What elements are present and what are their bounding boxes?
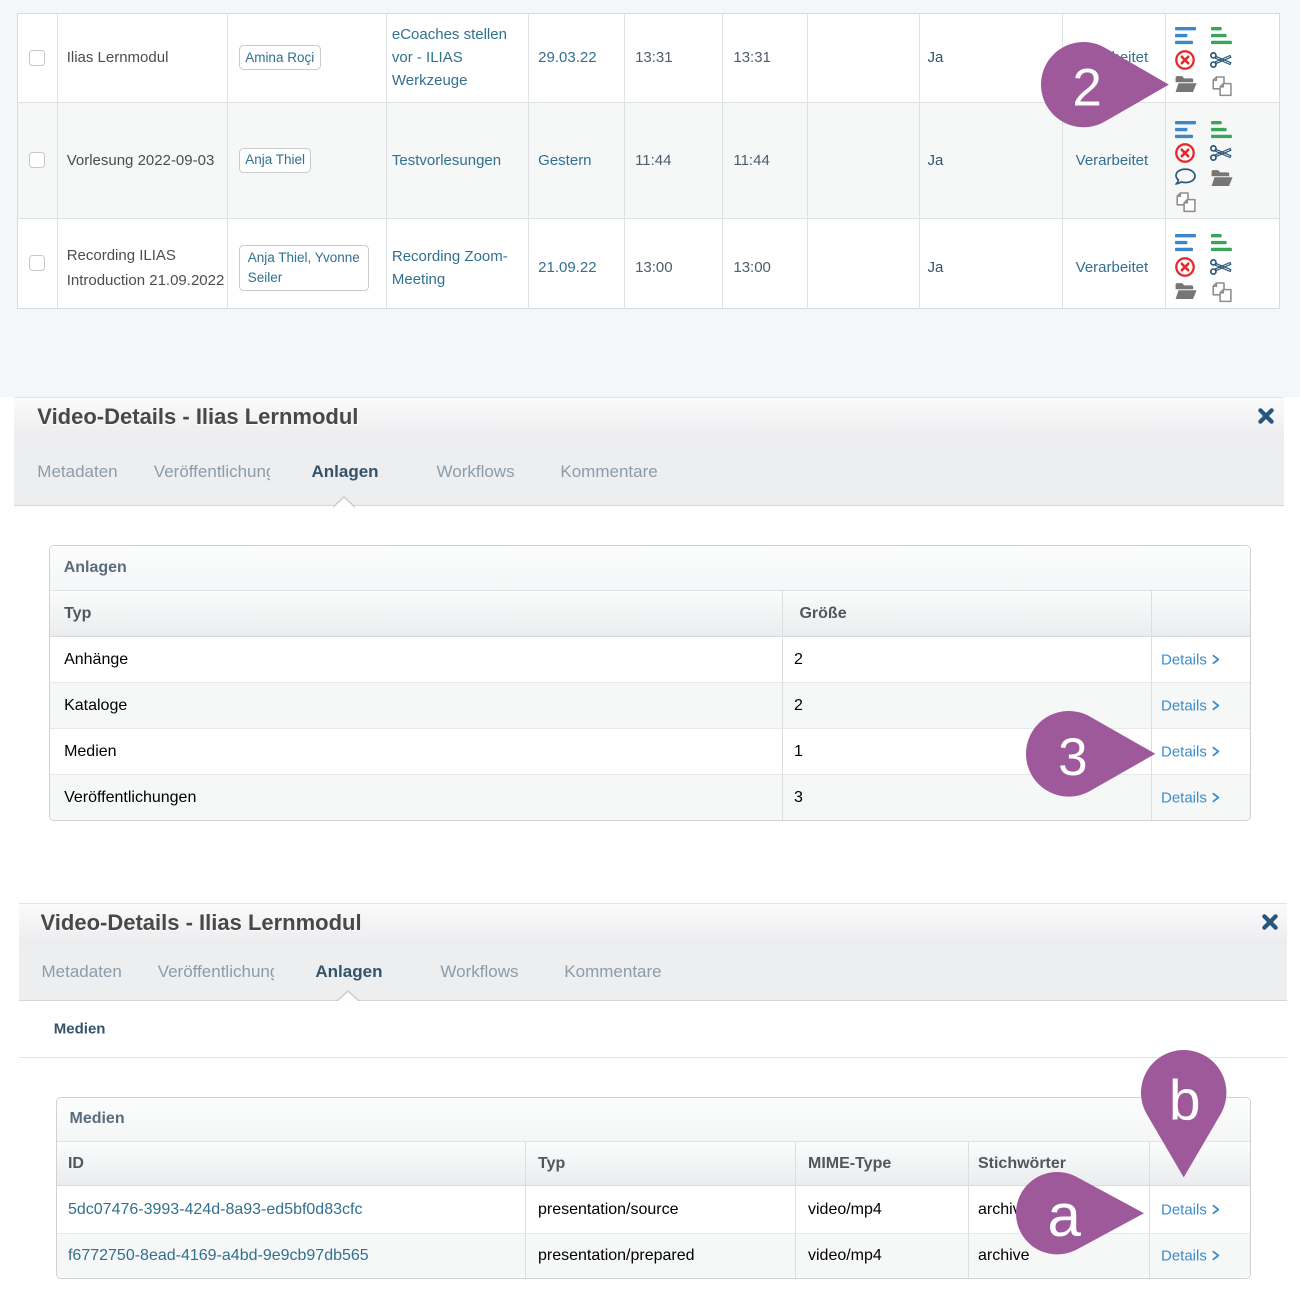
svg-text:a: a bbox=[1048, 1182, 1082, 1249]
svg-text:3: 3 bbox=[1058, 728, 1087, 787]
svg-text:2: 2 bbox=[1072, 59, 1101, 118]
svg-text:b: b bbox=[1169, 1069, 1201, 1133]
